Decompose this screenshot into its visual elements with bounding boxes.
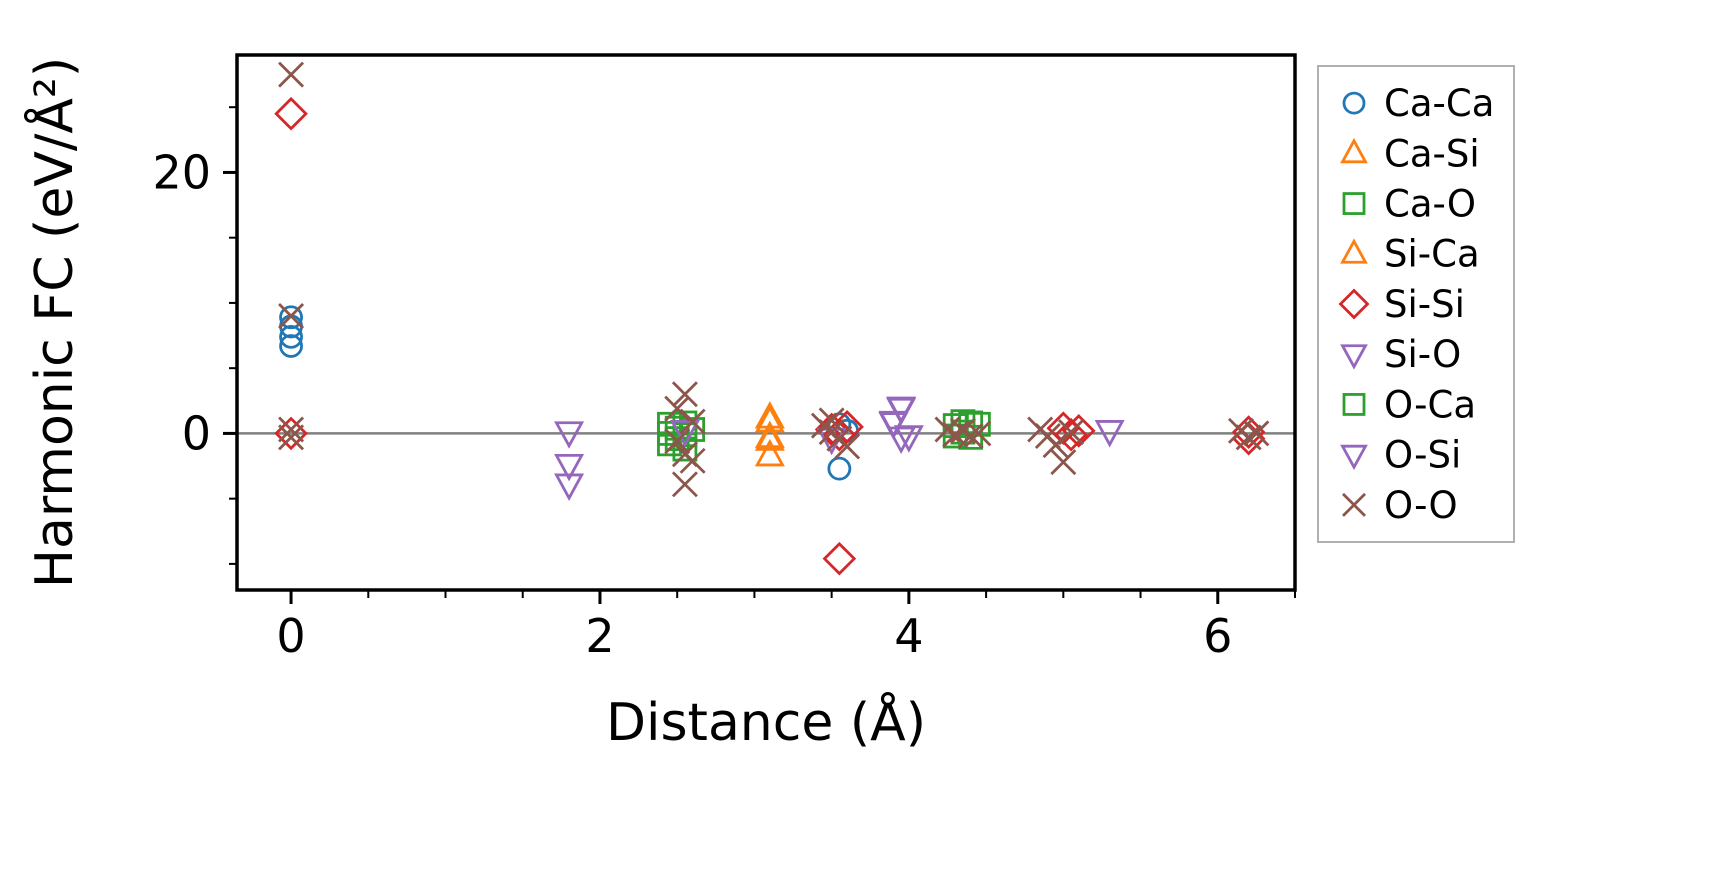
data-point-marker <box>679 447 706 474</box>
data-point-marker <box>957 423 984 450</box>
data-point-marker <box>274 96 308 131</box>
series-Si-Ca <box>754 405 785 449</box>
data-point-marker <box>830 410 864 444</box>
legend-item-Si-Si: Si-Si <box>1338 283 1465 326</box>
data-point-marker <box>554 421 585 449</box>
data-point-marker <box>754 438 785 467</box>
data-point-marker <box>664 428 691 455</box>
data-point-marker <box>834 433 861 460</box>
data-point-marker <box>1340 238 1368 264</box>
legend-label: O-Si <box>1384 434 1461 477</box>
data-point-marker <box>278 424 305 451</box>
data-point-marker <box>279 305 303 330</box>
legend-label: Ca-Ca <box>1384 82 1494 125</box>
series-Ca-Ca <box>279 305 859 481</box>
y-tick-label: 0 <box>182 407 211 461</box>
data-point-marker <box>669 420 700 448</box>
y-axis-label: Harmonic FC (eV/Å²) <box>23 57 85 588</box>
data-point-marker <box>680 417 706 442</box>
data-point-marker <box>278 416 305 443</box>
data-point-marker <box>672 436 698 462</box>
data-point-marker <box>1342 393 1366 416</box>
data-point-marker <box>1061 413 1096 448</box>
legend-item-Ca-Ca: Ca-Ca <box>1342 82 1494 125</box>
legend-label: Ca-O <box>1384 183 1476 226</box>
data-point-marker <box>664 395 691 422</box>
data-point-marker <box>1340 444 1368 471</box>
data-point-marker <box>1342 192 1366 215</box>
data-point-marker <box>1054 417 1088 452</box>
legend-item-O-Ca: O-Ca <box>1342 383 1476 426</box>
data-point-marker <box>1050 449 1077 476</box>
legend-label: O-Ca <box>1384 383 1476 426</box>
data-point-marker <box>554 453 585 482</box>
data-markers <box>274 61 1270 576</box>
data-point-marker <box>949 417 976 444</box>
data-point-marker <box>754 405 785 433</box>
legend-item-Ca-O: Ca-O <box>1342 183 1476 226</box>
legend-item-Ca-Si: Ca-Si <box>1340 132 1480 175</box>
data-point-marker <box>554 473 585 501</box>
data-point-marker <box>1058 419 1085 446</box>
data-point-marker <box>671 381 698 408</box>
data-point-marker <box>279 334 303 358</box>
x-tick-label: 6 <box>1203 609 1232 663</box>
data-point-marker <box>1340 137 1368 164</box>
series-O-O <box>278 61 1270 498</box>
y-tick-label: 20 <box>152 146 211 200</box>
legend-label: Si-Si <box>1384 283 1465 326</box>
data-point-marker <box>878 410 909 439</box>
legend-item-O-O: O-O <box>1342 484 1458 527</box>
data-point-marker <box>754 420 785 449</box>
data-point-marker <box>1338 288 1370 320</box>
data-point-marker <box>965 420 992 447</box>
data-point-marker <box>279 324 303 349</box>
legend: Ca-Ca Ca-Si Ca-O Si-Ca Si-Si Si-O O-Ca O-Si O-O <box>1317 65 1515 543</box>
tick-labels: 0 2 4 6 0 20 <box>152 146 1232 663</box>
series-O-Si <box>878 396 924 453</box>
data-point-marker <box>827 456 852 481</box>
legend-item-O-Si: O-Si <box>1340 434 1461 477</box>
data-point-marker <box>278 61 305 88</box>
data-point-marker <box>893 425 924 453</box>
legend-label: Si-Ca <box>1384 233 1480 276</box>
data-point-marker <box>886 396 917 424</box>
data-point-marker <box>1342 492 1366 517</box>
data-point-marker <box>679 408 706 435</box>
data-point-marker <box>1094 420 1125 448</box>
series-Si-Si <box>274 96 1266 576</box>
data-point-marker <box>1340 344 1368 370</box>
x-tick-label: 4 <box>894 609 923 663</box>
x-axis-label: Distance (Å) <box>606 691 926 753</box>
axis-ticks <box>223 106 1296 604</box>
legend-label: Ca-Si <box>1384 132 1480 175</box>
legend-item-Si-Ca: Si-Ca <box>1340 233 1480 276</box>
data-point-marker <box>671 471 698 498</box>
plot-border <box>235 53 1297 592</box>
legend-label: O-O <box>1384 484 1458 527</box>
data-point-marker <box>822 541 857 576</box>
legend-label: Si-O <box>1384 333 1461 376</box>
x-tick-label: 2 <box>585 609 614 663</box>
data-point-marker <box>1042 432 1069 459</box>
data-point-marker <box>278 302 305 329</box>
data-point-marker <box>1235 424 1262 451</box>
data-point-marker <box>1243 420 1270 447</box>
x-tick-label: 0 <box>276 609 305 663</box>
data-point-marker <box>818 407 845 434</box>
legend-item-Si-O: Si-O <box>1340 333 1461 376</box>
data-point-marker <box>1342 91 1366 115</box>
